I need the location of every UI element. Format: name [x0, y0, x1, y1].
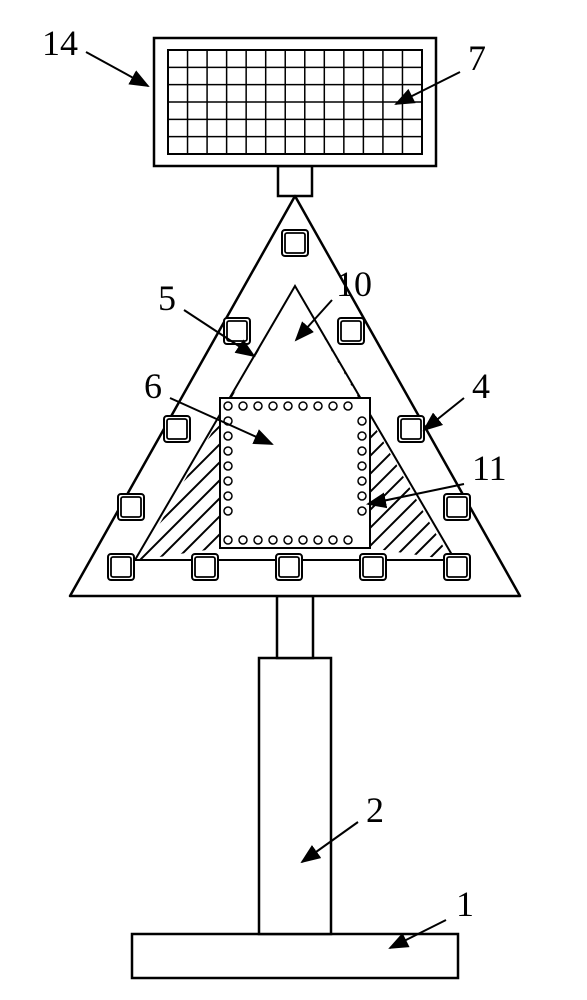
callout-label-6: 6	[144, 366, 162, 406]
callout-label-7: 7	[468, 38, 486, 78]
callout-line-4	[424, 398, 464, 430]
callout-label-2: 2	[366, 790, 384, 830]
callout-label-1: 1	[456, 884, 474, 924]
callout-line-14	[86, 52, 148, 86]
callout-label-10: 10	[336, 264, 372, 304]
callout-label-5: 5	[158, 278, 176, 318]
panel-mount	[278, 166, 312, 196]
technical-diagram: 14 7 5 10 6 4 11 2 1	[0, 0, 587, 1000]
callout-label-4: 4	[472, 366, 490, 406]
callout-label-14: 14	[42, 23, 78, 63]
pole-lower	[259, 658, 331, 934]
display-panel	[220, 398, 370, 548]
pole-upper	[277, 596, 313, 658]
callout-label-11: 11	[472, 448, 507, 488]
base-plate	[132, 934, 458, 978]
